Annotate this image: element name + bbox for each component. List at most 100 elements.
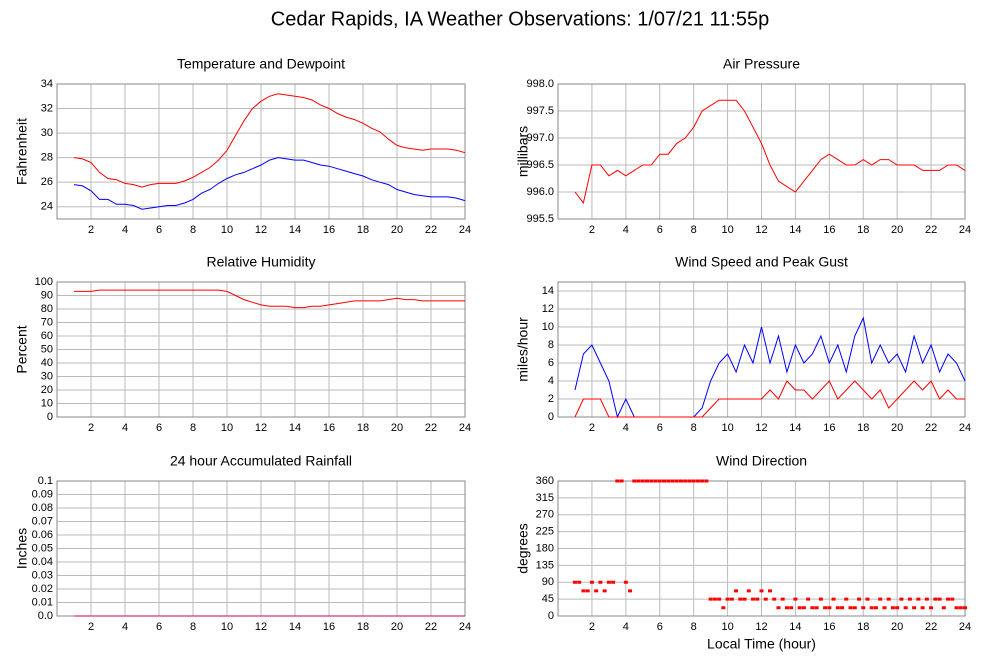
y-tick-label: 135 <box>536 559 554 571</box>
data-point <box>687 479 692 483</box>
x-tick-label: 22 <box>425 621 437 633</box>
x-tick-label: 6 <box>657 422 663 434</box>
x-tick-label: 8 <box>190 621 196 633</box>
plot-frame <box>56 281 466 418</box>
data-point <box>598 580 603 584</box>
y-tick-label: 30 <box>41 370 53 382</box>
x-tick-label: 12 <box>255 224 267 236</box>
data-line <box>73 157 466 210</box>
data-point <box>865 597 870 601</box>
data-point <box>793 597 798 601</box>
data-point <box>695 479 700 483</box>
data-point <box>602 589 607 593</box>
x-tick-label: 8 <box>691 224 697 236</box>
data-point <box>924 597 929 601</box>
data-point <box>831 597 836 601</box>
data-point <box>873 606 878 610</box>
data-point <box>916 597 921 601</box>
y-tick-label: 90 <box>542 576 554 588</box>
y-axis-label: millibars <box>515 126 531 177</box>
x-tick-label: 10 <box>721 224 733 236</box>
x-tick-label: 4 <box>623 621 629 633</box>
data-line <box>73 93 466 188</box>
x-tick-label: 20 <box>891 422 903 434</box>
x-tick-label: 2 <box>88 422 94 434</box>
data-point <box>857 597 862 601</box>
y-tick-label: 225 <box>536 526 554 538</box>
y-tick-label: 45 <box>542 593 554 605</box>
x-tick-label: 14 <box>289 422 301 434</box>
x-tick-label: 8 <box>190 224 196 236</box>
y-tick-label: 0.09 <box>32 488 53 500</box>
data-point <box>852 606 857 610</box>
y-tick-label: 997.5 <box>526 105 554 117</box>
data-point <box>581 589 586 593</box>
data-point <box>649 479 654 483</box>
y-tick-label: 315 <box>536 492 554 504</box>
x-tick-label: 12 <box>255 422 267 434</box>
data-point <box>606 580 611 584</box>
y-tick-label: 0 <box>548 610 554 622</box>
x-tick-label: 18 <box>857 422 869 434</box>
y-tick-label: 6 <box>548 357 554 369</box>
y-tick-label: 0.1 <box>38 475 53 487</box>
y-tick-label: 0.07 <box>32 515 53 527</box>
y-tick-label: 0.04 <box>32 556 53 568</box>
y-axis-label: Inches <box>14 528 30 569</box>
x-tick-label: 24 <box>959 621 971 633</box>
data-point <box>755 597 760 601</box>
y-tick-label: 4 <box>548 375 554 387</box>
y-tick-label: 998.0 <box>526 78 554 90</box>
data-point <box>767 589 772 593</box>
x-tick-label: 16 <box>323 224 335 236</box>
data-point <box>572 580 577 584</box>
x-tick-label: 2 <box>88 621 94 633</box>
y-tick-label: 2 <box>548 393 554 405</box>
data-point <box>920 606 925 610</box>
data-point <box>683 479 688 483</box>
x-tick-label: 16 <box>323 422 335 434</box>
data-point <box>907 597 912 601</box>
data-point <box>577 580 582 584</box>
data-point <box>640 479 645 483</box>
x-tick-label: 24 <box>959 224 971 236</box>
y-axis-label: Fahrenheit <box>14 118 30 185</box>
data-point <box>899 597 904 601</box>
x-tick-label: 24 <box>459 422 471 434</box>
plot-frame <box>56 83 466 220</box>
chart-title: 24 hour Accumulated Rainfall <box>170 453 352 469</box>
y-tick-label: 26 <box>41 176 53 188</box>
plot-frame <box>557 83 966 220</box>
data-point <box>903 606 908 610</box>
y-tick-label: 0.0 <box>38 610 53 622</box>
y-tick-label: 34 <box>41 78 53 90</box>
data-point <box>632 479 637 483</box>
y-axis-label: Percent <box>14 325 30 373</box>
x-tick-label: 18 <box>857 224 869 236</box>
x-tick-label: 8 <box>190 422 196 434</box>
data-point <box>780 597 785 601</box>
data-point <box>691 479 696 483</box>
x-tick-label: 24 <box>459 621 471 633</box>
y-tick-label: 996.5 <box>526 159 554 171</box>
data-point <box>878 597 883 601</box>
data-point <box>661 479 666 483</box>
x-tick-label: 12 <box>255 621 267 633</box>
x-tick-label: 2 <box>589 224 595 236</box>
y-tick-label: 0 <box>548 411 554 423</box>
x-tick-label: 4 <box>122 422 128 434</box>
data-point <box>941 606 946 610</box>
x-tick-label: 18 <box>857 621 869 633</box>
data-point <box>708 597 713 601</box>
y-tick-label: 20 <box>41 384 53 396</box>
data-point <box>725 597 730 601</box>
x-tick-label: 10 <box>721 422 733 434</box>
x-tick-label: 14 <box>289 224 301 236</box>
x-tick-label: 14 <box>789 422 801 434</box>
y-tick-label: 0.02 <box>32 583 53 595</box>
plot-frame <box>557 281 966 418</box>
data-point <box>623 580 628 584</box>
data-point <box>840 606 845 610</box>
data-point <box>759 589 764 593</box>
x-tick-label: 10 <box>221 224 233 236</box>
